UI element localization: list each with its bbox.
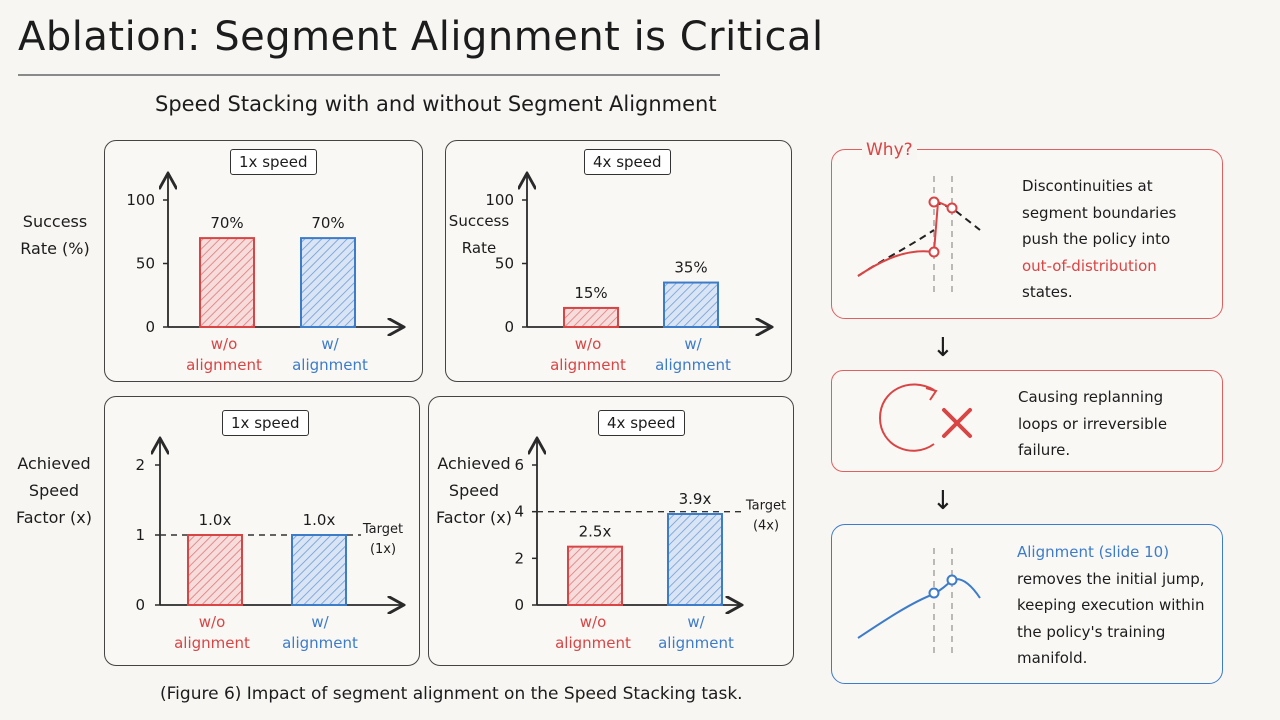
target-label: (1x) (370, 542, 396, 557)
category-label: alignment (555, 634, 631, 652)
why-callout (831, 149, 1223, 319)
y-axis-label: Achieved Speed Factor (x) (435, 454, 512, 527)
target-label: (4x) (753, 519, 779, 534)
y-tick-label: 50 (495, 255, 514, 273)
y-tick-label: 2 (514, 549, 524, 567)
bar (199, 237, 255, 329)
chart-title: 1x speed (222, 410, 309, 436)
why-text: Discontinuities at segment boundaries pu… (1022, 177, 1177, 301)
bar (563, 306, 619, 329)
category-label: alignment (174, 634, 250, 652)
data-label: 1.0x (199, 511, 232, 529)
replanning-loop-icon (878, 383, 972, 452)
category-label: alignment (292, 356, 368, 374)
data-label: 70% (210, 214, 243, 232)
data-label: 70% (311, 214, 344, 232)
category-label: w/ (684, 335, 702, 353)
y-tick-label: 0 (135, 596, 145, 614)
y-tick-label: 2 (135, 456, 145, 474)
y-tick-label: 0 (504, 318, 514, 336)
y-tick-label: 0 (514, 596, 524, 614)
y-tick-label: 1 (135, 526, 145, 544)
page-subtitle: Speed Stacking with and without Segment … (155, 92, 717, 116)
y-tick-label: 100 (126, 191, 155, 209)
y-axis-label: Success Rate (448, 212, 510, 257)
y-tick-label: 4 (514, 503, 524, 521)
data-label: 35% (674, 259, 707, 277)
figure-caption: (Figure 6) Impact of segment alignment o… (160, 684, 743, 704)
charts-svg: 05010070%w/oalignment70%w/alignment05010… (126, 0, 786, 652)
y-tick-label: 0 (145, 318, 155, 336)
chart-title: 1x speed (230, 149, 317, 175)
alignment-text: Alignment (slide 10) removes the initial… (1017, 543, 1205, 667)
alignment-callout (831, 524, 1223, 684)
category-label: w/ (321, 335, 339, 353)
target-label: Target (745, 499, 786, 514)
category-label: w/o (575, 335, 602, 353)
bar (567, 545, 623, 607)
data-label: 15% (574, 284, 607, 302)
why-label: Why? (862, 140, 917, 160)
down-arrow-icon: ↓ (932, 333, 954, 363)
chart-panel-success-1x (104, 140, 423, 382)
data-label: 2.5x (579, 523, 612, 541)
bar (663, 281, 719, 328)
category-label: w/o (199, 613, 226, 631)
chart-panel-success-4x (445, 140, 792, 382)
category-label: alignment (655, 356, 731, 374)
category-label: alignment (658, 634, 734, 652)
x-mark-icon (942, 408, 972, 438)
chart-panel-speed-4x (428, 396, 794, 666)
aligned-trajectory-diagram (857, 548, 981, 654)
bar (187, 534, 243, 606)
category-label: w/ (687, 613, 705, 631)
chart-title: 4x speed (584, 149, 671, 175)
category-label: w/o (211, 335, 238, 353)
y-tick-label: 100 (485, 191, 514, 209)
category-label: alignment (186, 356, 262, 374)
bar (291, 534, 347, 606)
y-tick-label: 6 (514, 456, 524, 474)
loop-text: Causing replanning loops or irreversible… (1018, 388, 1168, 459)
discontinuity-diagram (857, 176, 981, 292)
y-tick-label: 50 (136, 255, 155, 273)
y-axis-label: Success Rate (%) (20, 212, 90, 258)
bar (667, 513, 723, 606)
page-title: Ablation: Segment Alignment is Critical (18, 14, 824, 60)
data-label: 3.9x (679, 490, 712, 508)
bar (300, 237, 356, 329)
target-label: Target (362, 522, 403, 537)
chart-title: 4x speed (598, 410, 685, 436)
loop-callout (831, 370, 1223, 472)
category-label: w/o (580, 613, 607, 631)
y-axis-label: Achieved Speed Factor (x) (15, 454, 92, 527)
down-arrow-icon: ↓ (932, 486, 954, 516)
category-label: alignment (282, 634, 358, 652)
category-label: w/ (311, 613, 329, 631)
title-divider (18, 74, 720, 76)
data-label: 1.0x (303, 511, 336, 529)
category-label: alignment (550, 356, 626, 374)
